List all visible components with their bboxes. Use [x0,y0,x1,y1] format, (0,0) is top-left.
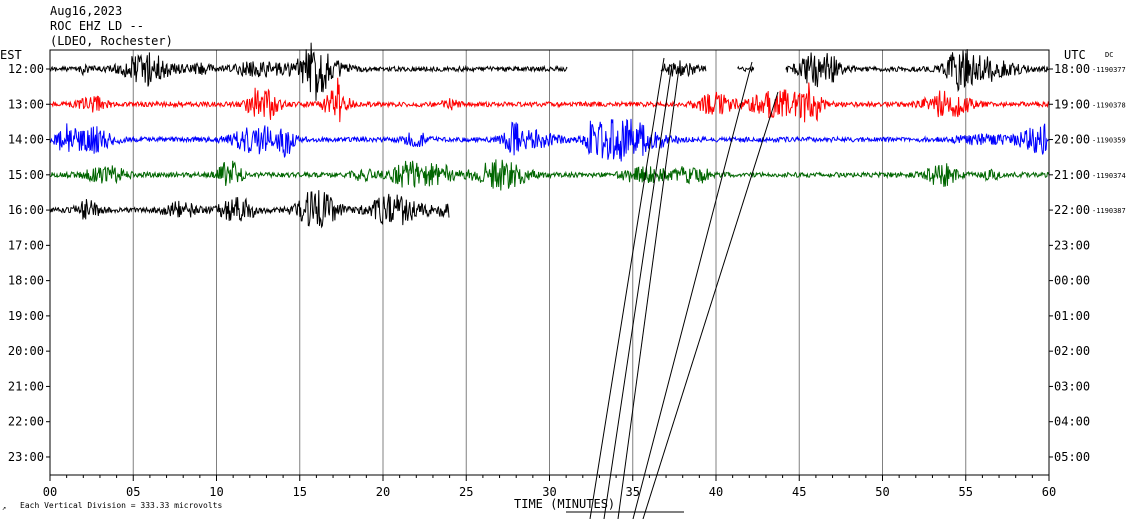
utc-hour-label: 03:00 [1054,379,1090,393]
est-hour-label: 18:00 [8,274,44,288]
streak-line [642,91,779,519]
est-axis-label: EST [0,48,22,62]
utc-hour-label: 23:00 [1054,238,1090,252]
trace-2100 [49,159,1050,191]
utc-hour-label: 20:00 [1054,133,1090,147]
utc-hour-label: 02:00 [1054,344,1090,358]
est-hour-label: 20:00 [8,344,44,358]
utc-hour-label: 19:00 [1054,97,1090,111]
station-network: (LDEO, Rochester) [50,34,173,48]
dc-offset-label: -1190387 [1092,207,1126,215]
est-hour-label: 22:00 [8,415,44,429]
trace-1800 [737,65,755,73]
trace-2200 [49,190,450,229]
x-tick-label: 45 [792,485,806,499]
utc-hour-label: 04:00 [1054,415,1090,429]
x-tick-label: 15 [293,485,307,499]
est-hour-label: 15:00 [8,168,44,182]
x-tick-label: 10 [209,485,223,499]
est-hour-label: 23:00 [8,450,44,464]
x-tick-label: 05 [126,485,140,499]
x-tick-label: 55 [959,485,973,499]
x-tick-label: 00 [43,485,57,499]
utc-hour-label: 22:00 [1054,203,1090,217]
x-tick-label: 50 [875,485,889,499]
streak-line [603,63,673,519]
chart-date: Aug16,2023 [50,4,123,18]
trace-1800 [785,49,1049,93]
footer-mark-icon: ↗ [2,504,6,512]
x-tick-label: 60 [1042,485,1056,499]
trace-1800 [49,42,568,101]
utc-hour-label: 00:00 [1054,274,1090,288]
est-hour-label: 14:00 [8,133,44,147]
est-hour-label: 13:00 [8,97,44,111]
utc-hour-label: 01:00 [1054,309,1090,323]
utc-hour-label: 05:00 [1054,450,1090,464]
streak-line [617,67,680,519]
streak-line [632,61,753,519]
streak-line [589,57,665,519]
grid-lines [132,50,967,475]
utc-hour-label: 21:00 [1054,168,1090,182]
x-tick-label: 20 [376,485,390,499]
station-code: ROC EHZ LD -- [50,19,144,33]
dc-label: DC [1105,51,1113,59]
utc-axis-label: UTC [1064,48,1086,62]
dc-offset-label: -1190359 [1092,137,1126,145]
x-tick-label: 30 [542,485,556,499]
x-axis-title: TIME (MINUTES) [514,497,615,511]
axis-ticks [46,68,1053,481]
x-tick-label: 25 [459,485,473,499]
dc-offset-label: -1190374 [1092,172,1126,180]
est-hour-label: 16:00 [8,203,44,217]
est-hour-label: 21:00 [8,379,44,393]
x-tick-label: 35 [626,485,640,499]
seismic-traces [49,42,1050,229]
trace-2000 [49,118,1050,162]
scale-note: Each Vertical Division = 333.33 microvol… [20,501,222,510]
dc-offset-label: -1190378 [1092,101,1126,109]
est-hour-label: 12:00 [8,62,44,76]
dc-offset-label: -1190377 [1092,66,1126,74]
est-hour-label: 17:00 [8,238,44,252]
trace-1800 [660,60,707,78]
x-tick-label: 40 [709,485,723,499]
trace-1900 [49,77,1050,123]
utc-hour-label: 18:00 [1054,62,1090,76]
est-hour-label: 19:00 [8,309,44,323]
scan-artifact-lines [566,57,779,519]
